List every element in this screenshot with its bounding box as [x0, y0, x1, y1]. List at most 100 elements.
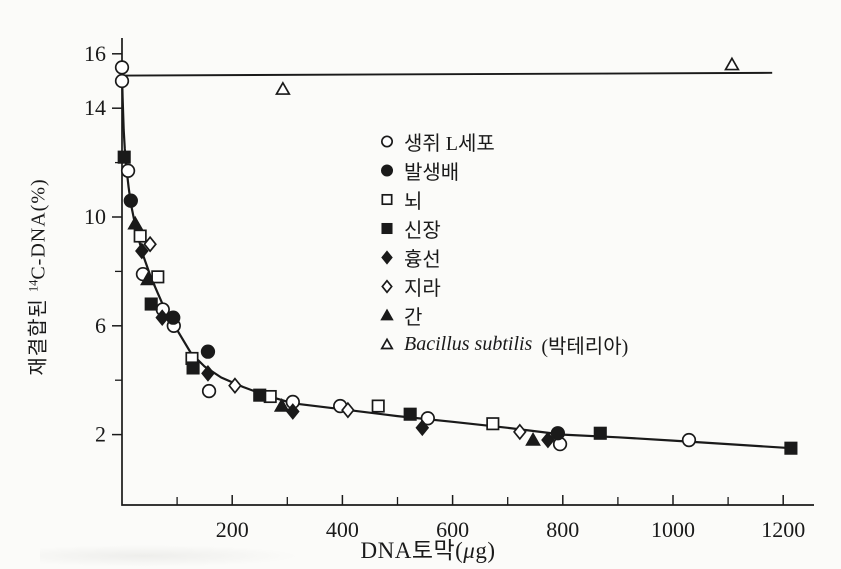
- legend-item-0: 생쥐 L세포: [379, 130, 628, 155]
- legend-item-1: 발생배: [379, 159, 628, 184]
- y-tick-label-16: 16: [84, 41, 106, 66]
- open-diamond-marker: [143, 235, 157, 253]
- filled-circle-marker: [123, 193, 138, 208]
- y-axis-title-suffix: C-DNA(%): [27, 178, 50, 280]
- filled-triangle-icon: [380, 308, 394, 321]
- filled-diamond-marker: [415, 419, 430, 437]
- filled-square-icon: [381, 222, 393, 235]
- open-circle-marker: [114, 73, 130, 89]
- series-4: [135, 242, 555, 449]
- legend-item-4: 흉선: [379, 246, 628, 271]
- filled-diamond-marker: [135, 242, 149, 260]
- x-tick-label-600: 600: [436, 517, 469, 542]
- y-axis-title: 재결합된 14C-DNA(%): [22, 178, 51, 375]
- legend-label: 뇌: [404, 190, 423, 213]
- filled-square-marker: [253, 388, 267, 402]
- open-square-icon: [381, 193, 393, 206]
- open-diamond-marker: [341, 401, 355, 419]
- filled-triangle-marker: [127, 215, 144, 230]
- x-tick-label-400: 400: [326, 517, 359, 542]
- open-diamond-marker: [513, 423, 527, 441]
- open-circle-marker: [201, 383, 217, 399]
- filled-triangle-marker: [380, 308, 394, 321]
- x-axis-title-prefix: DNA토막(: [360, 538, 464, 563]
- filled-circle-marker: [380, 164, 394, 177]
- y-tick-label-10: 10: [84, 204, 106, 229]
- x-axis-title: DNA토막(μg): [360, 531, 495, 565]
- filled-diamond-marker: [381, 250, 393, 265]
- open-triangle-marker: [724, 56, 740, 71]
- legend-label: 흉선: [404, 248, 441, 271]
- filled-triangle-marker: [525, 432, 541, 446]
- filled-diamond-marker: [201, 365, 215, 382]
- x-tick-label-200: 200: [216, 517, 249, 542]
- filled-square-marker: [784, 441, 798, 455]
- filled-square-marker: [117, 150, 131, 164]
- open-square-marker: [381, 193, 393, 206]
- open-circle-marker: [420, 411, 435, 426]
- open-diamond-marker: [381, 279, 393, 294]
- y-tick-label-6: 6: [95, 313, 106, 338]
- filled-square-marker: [593, 426, 607, 440]
- filled-square-marker: [186, 361, 200, 375]
- filled-square-marker: [403, 407, 417, 421]
- open-circle-marker: [681, 432, 697, 448]
- legend-item-6: 간: [379, 304, 628, 329]
- open-square-marker: [151, 270, 165, 284]
- legend-label: 신장: [404, 219, 441, 242]
- axes-frame: [121, 38, 814, 506]
- series-5: [143, 235, 527, 441]
- filled-diamond-marker: [541, 431, 555, 449]
- filled-diamond-marker: [155, 309, 170, 326]
- legend-label: 생쥐 L세포: [404, 132, 495, 155]
- filled-diamond-icon: [381, 250, 393, 265]
- legend-item-3: 신장: [379, 217, 628, 242]
- y-axis-title-prefix: 재결합된: [27, 292, 50, 376]
- mu-symbol: μ: [463, 538, 476, 563]
- legend-item-2: 뇌: [379, 188, 628, 213]
- legend-label-suffix: (박테리아): [541, 335, 629, 358]
- y-tick-label-14: 14: [84, 95, 106, 120]
- filled-circle-marker: [200, 344, 216, 359]
- series-6: [127, 215, 541, 446]
- open-diamond-icon: [381, 279, 393, 294]
- open-triangle-icon: [380, 337, 394, 350]
- open-diamond-marker: [228, 377, 242, 394]
- filled-triangle-marker: [273, 398, 290, 412]
- series-2: [133, 229, 500, 431]
- open-circle-marker: [380, 135, 394, 148]
- open-square-marker: [133, 229, 147, 243]
- open-circle-marker: [120, 163, 136, 178]
- legend-label: Bacillus subtilis: [404, 332, 533, 355]
- legend-label: 발생배: [404, 161, 460, 184]
- legend-item-7: Bacillus subtilis (박테리아): [379, 332, 628, 358]
- filled-square-marker: [144, 297, 158, 311]
- legend-label: 간: [404, 306, 423, 329]
- x-tick-label-1200: 1200: [761, 517, 805, 542]
- filled-triangle-marker: [140, 271, 156, 286]
- filled-diamond-marker: [286, 403, 300, 420]
- open-square-marker: [371, 399, 385, 413]
- series-0: [114, 60, 697, 452]
- open-circle-marker: [114, 60, 130, 75]
- legend-label: 지라: [404, 277, 441, 300]
- open-triangle-marker: [275, 81, 291, 95]
- y-tick-label-2: 2: [95, 422, 106, 447]
- open-triangle-marker: [380, 337, 394, 350]
- x-tick-label-800: 800: [546, 517, 579, 542]
- series-3: [117, 150, 798, 455]
- x-axis-title-suffix: g): [475, 538, 496, 563]
- open-square-marker: [486, 417, 500, 431]
- x-tick-label-1000: 1000: [651, 517, 695, 542]
- filled-circle-icon: [380, 164, 394, 177]
- filled-square-marker: [381, 222, 393, 235]
- series-7: [275, 56, 740, 95]
- isotope-superscript: 14: [26, 279, 41, 293]
- filled-circle-marker: [550, 426, 565, 441]
- bacteria-baseline: [121, 71, 773, 77]
- legend-item-5: 지라: [379, 275, 628, 300]
- open-circle-icon: [380, 135, 394, 148]
